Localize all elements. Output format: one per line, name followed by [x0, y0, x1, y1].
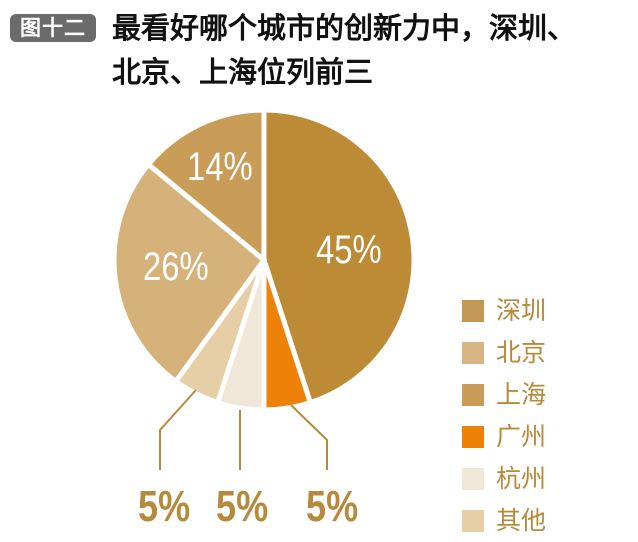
leader-lines	[159, 389, 328, 470]
pie-slice-上海	[144, 107, 267, 266]
legend-swatch	[462, 300, 484, 322]
slice-label-other: 5%	[138, 482, 191, 531]
slice-label-beijing: 26%	[143, 245, 209, 289]
legend-label: 杭州	[496, 464, 547, 493]
slice-label-shenzhen: 45%	[316, 228, 382, 272]
legend-swatch	[462, 384, 484, 406]
legend-swatch	[462, 468, 484, 490]
legend-label: 上海	[496, 380, 547, 409]
title-line-1: 最看好哪个城市的创新力中，深圳、	[112, 11, 577, 45]
slice-label-guangzhou: 5%	[306, 482, 359, 531]
chart-title: 最看好哪个城市的创新力中，深圳、 北京、上海位列前三	[112, 6, 632, 94]
figure-badge: 图十二	[10, 14, 96, 42]
pie-slice-深圳	[261, 107, 417, 406]
legend-item-hangzhou: 杭州	[462, 458, 546, 500]
legend-swatch	[462, 342, 484, 364]
legend-item-beijing: 北京	[462, 332, 546, 374]
legend-item-shenzhen: 深圳	[462, 290, 546, 332]
legend-swatch	[462, 426, 484, 448]
pie-slice-北京	[111, 160, 268, 385]
slice-label-hangzhou: 5%	[216, 482, 269, 531]
legend: 深圳 北京 上海 广州 杭州 其他	[462, 290, 546, 542]
legend-label: 深圳	[496, 296, 547, 325]
legend-label: 其他	[496, 506, 547, 535]
title-line-2: 北京、上海位列前三	[112, 55, 374, 89]
legend-label: 广州	[496, 422, 547, 451]
legend-item-shanghai: 上海	[462, 374, 546, 416]
legend-item-other: 其他	[462, 500, 546, 542]
pie-slices	[111, 107, 417, 413]
legend-item-guangzhou: 广州	[462, 416, 546, 458]
legend-swatch	[462, 510, 484, 532]
slice-label-shanghai: 14%	[187, 145, 253, 189]
legend-label: 北京	[496, 338, 547, 367]
